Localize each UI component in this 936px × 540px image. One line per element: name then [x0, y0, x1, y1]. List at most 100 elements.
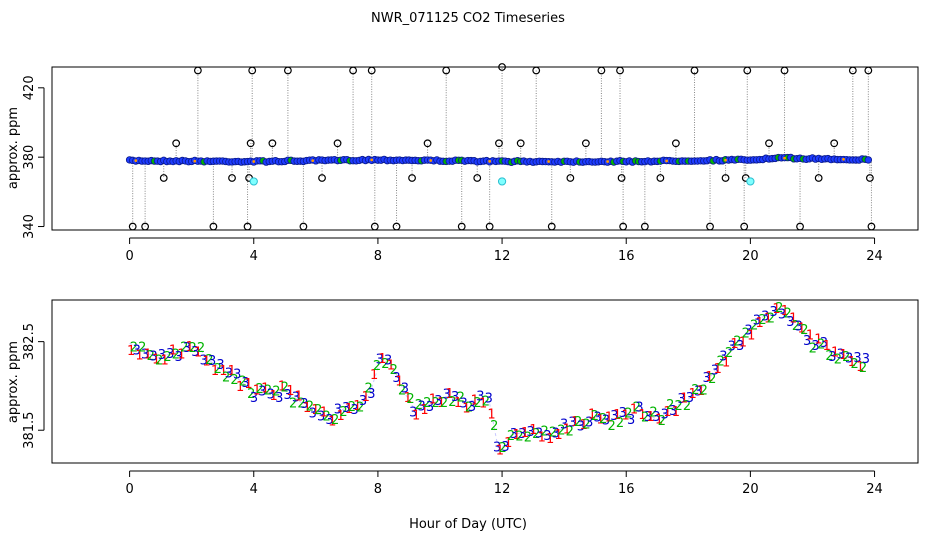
outlier-point: [640, 222, 649, 231]
series-symbol-3: 3: [526, 425, 534, 440]
series-symbol-2: 2: [809, 341, 817, 356]
trend-segment: [703, 363, 720, 387]
series-symbol-2: 2: [507, 429, 515, 444]
series-symbol-1: 1: [554, 428, 562, 443]
outlier-point: [617, 174, 626, 182]
series-symbol-1: 1: [722, 355, 730, 370]
series-symbol-1: 1: [764, 312, 772, 327]
outlier-point: [706, 222, 714, 231]
series-symbol-3: 3: [652, 410, 660, 425]
series-symbol-2: 2: [281, 381, 289, 396]
series-symbol-3: 3: [686, 391, 694, 406]
top-x-tick-label: 4: [250, 249, 258, 264]
series-symbol-3: 3: [258, 384, 266, 399]
series-symbol-2: 2: [239, 375, 247, 390]
top-y-axis-label: approx. ppm: [6, 107, 21, 189]
series-symbol-1: 1: [404, 391, 412, 406]
series-symbol-2: 2: [591, 409, 599, 424]
series-symbol-1: 1: [756, 316, 764, 331]
outlier-point: [619, 222, 628, 231]
series-symbol-2: 2: [138, 341, 146, 356]
flag-point: [783, 156, 786, 160]
series-symbol-3: 3: [242, 376, 250, 391]
series-symbol-3: 3: [317, 410, 325, 425]
series-symbol-1: 1: [311, 403, 319, 418]
series-symbol-3: 3: [736, 339, 744, 354]
series-symbol-3: 3: [510, 427, 518, 442]
trend-segment: [464, 398, 481, 403]
series-symbol-2: 2: [390, 363, 398, 378]
outlier-point: [814, 174, 823, 182]
trend-segment: [548, 427, 565, 435]
series-symbol-1: 1: [362, 390, 370, 405]
trend-segment: [762, 310, 776, 318]
trend-segment: [489, 403, 500, 453]
series-symbol-2: 2: [247, 387, 255, 402]
outlier-point: [864, 66, 873, 75]
outlier-point: [566, 174, 575, 182]
series-symbol-2: 2: [381, 357, 389, 372]
top-x-tick-label: 20: [742, 249, 759, 264]
series-symbol-2: 2: [256, 382, 264, 397]
outlier-point: [228, 174, 236, 182]
series-symbol-2: 2: [842, 350, 850, 365]
series-symbol-3: 3: [862, 352, 870, 367]
series-symbol-1: 1: [261, 381, 269, 396]
outlier-point: [209, 222, 218, 231]
series-symbol-3: 3: [568, 416, 576, 431]
series-symbol-2: 2: [675, 399, 683, 414]
series-symbol-2: 2: [633, 400, 641, 415]
series-symbol-1: 1: [806, 329, 814, 344]
series-symbol-2: 2: [549, 425, 557, 440]
trend-segment: [361, 387, 373, 403]
series-symbol-2: 2: [163, 350, 171, 365]
series-symbol-3: 3: [761, 310, 769, 325]
outlier-point: [349, 66, 357, 75]
flag-point: [606, 160, 610, 163]
trend-segment: [191, 345, 202, 351]
series-symbol-2: 2: [339, 405, 347, 420]
outlier-point: [547, 222, 556, 231]
bottom-x-tick-label: 4: [250, 482, 258, 497]
flag-point: [842, 157, 845, 161]
series-symbol-3: 3: [225, 366, 233, 381]
bottom-plot-frame: [51, 299, 919, 464]
series-symbol-1: 1: [244, 377, 252, 392]
series-symbol-3: 3: [627, 413, 635, 428]
series-symbol-1: 1: [135, 348, 143, 363]
series-symbol-3: 3: [694, 385, 702, 400]
series-symbol-3: 3: [493, 440, 501, 455]
series-symbol-3: 3: [619, 406, 627, 421]
trend-segment: [858, 360, 869, 364]
series-symbol-1: 1: [504, 436, 512, 451]
top-x-tick-label: 12: [494, 249, 511, 264]
series-symbol-1: 1: [647, 410, 655, 425]
series-symbol-2: 2: [398, 384, 406, 399]
trend-segment: [346, 401, 363, 408]
series-symbol-2: 2: [649, 406, 657, 421]
trend-segment: [331, 406, 348, 417]
top-panel: approx. ppm 0 4 8 12 16 20 24 340 380 420: [6, 63, 919, 264]
trend-segment: [526, 431, 549, 435]
series-symbol-1: 1: [437, 396, 445, 411]
series-symbol-3: 3: [233, 368, 241, 383]
outlier-point: [865, 174, 874, 182]
series-symbol-2: 2: [432, 396, 440, 411]
outlier-point: [671, 139, 680, 148]
series-symbol-2: 2: [733, 335, 741, 350]
series-symbol-2: 2: [658, 414, 666, 429]
trend-segment: [672, 398, 689, 409]
outlier-point: [299, 222, 308, 231]
top-plot-frame: [51, 66, 919, 231]
outlier-point: [532, 66, 541, 75]
series-symbol-3: 3: [459, 396, 467, 411]
series-symbol-1: 1: [328, 415, 336, 430]
outlier-point: [246, 139, 255, 148]
series-symbol-2: 2: [691, 383, 699, 398]
series-symbol-3: 3: [300, 397, 308, 412]
outlier-point: [268, 139, 277, 148]
trend-segment: [498, 434, 512, 453]
series-symbol-3: 3: [770, 305, 778, 320]
top-x-tick-label: 24: [866, 249, 883, 264]
